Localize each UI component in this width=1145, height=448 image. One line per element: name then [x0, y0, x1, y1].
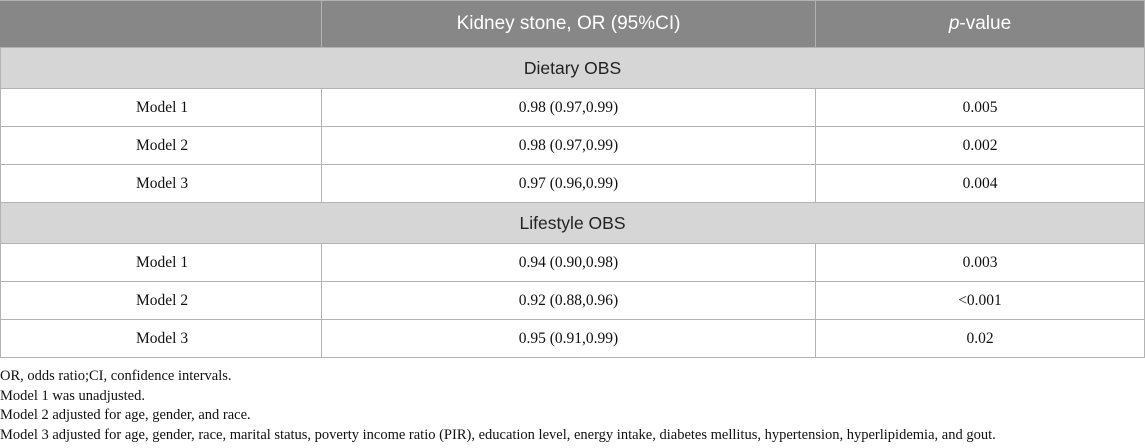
header-p-value: p-value: [815, 0, 1145, 48]
cell-p: 0.004: [815, 164, 1145, 203]
cell-model: Model 2: [0, 281, 322, 320]
table-row: Model 3 0.97 (0.96,0.99) 0.004: [0, 164, 1145, 203]
header-odds-ratio: Kidney stone, OR (95%CI): [321, 0, 816, 48]
cell-p: 0.02: [815, 319, 1145, 358]
cell-model: Model 1: [0, 88, 322, 127]
footnote-model-2: Model 2 adjusted for age, gender, and ra…: [0, 407, 251, 423]
footnote-model-1: Model 1 was unadjusted.: [0, 387, 145, 404]
cell-or: 0.92 (0.88,0.96): [321, 281, 816, 320]
cell-p: 0.003: [815, 243, 1145, 282]
cell-model: Model 2: [0, 126, 322, 165]
table-row: Model 3 0.95 (0.91,0.99) 0.02: [0, 319, 1145, 358]
table-row: Model 1 0.98 (0.97,0.99) 0.005: [0, 88, 1145, 127]
table-row: Model 1 0.94 (0.90,0.98) 0.003: [0, 243, 1145, 282]
cell-or: 0.97 (0.96,0.99): [321, 164, 816, 203]
cell-p: 0.002: [815, 126, 1145, 165]
header-p-italic: p: [948, 13, 960, 34]
cell-model: Model 3: [0, 319, 322, 358]
header-model: [0, 0, 322, 48]
cell-or: 0.98 (0.97,0.99): [321, 126, 816, 165]
section-row-dietary: Dietary OBS: [0, 47, 1145, 89]
section-title: Dietary OBS: [0, 47, 1145, 89]
footnote-abbreviations: OR, odds ratio;CI, confidence intervals.: [0, 368, 232, 384]
table-footnotes: OR, odds ratio;CI, confidence intervals.…: [0, 367, 996, 445]
table-row: Model 2 0.98 (0.97,0.99) 0.002: [0, 126, 1145, 165]
cell-or: 0.94 (0.90,0.98): [321, 243, 816, 282]
cell-p: 0.005: [815, 88, 1145, 127]
section-title: Lifestyle OBS: [0, 202, 1145, 244]
section-row-lifestyle: Lifestyle OBS: [0, 202, 1145, 244]
cell-p: <0.001: [815, 281, 1145, 320]
cell-or: 0.95 (0.91,0.99): [321, 319, 816, 358]
footnote-model-3: Model 3 adjusted for age, gender, race, …: [0, 426, 996, 443]
cell-model: Model 1: [0, 243, 322, 282]
cell-model: Model 3: [0, 164, 322, 203]
table-row: Model 2 0.92 (0.88,0.96) <0.001: [0, 281, 1145, 320]
table-header-row: Kidney stone, OR (95%CI) p-value: [0, 0, 1145, 48]
results-table: Kidney stone, OR (95%CI) p-value Dietary…: [0, 0, 1145, 358]
cell-or: 0.98 (0.97,0.99): [321, 88, 816, 127]
header-p-suffix: -value: [959, 13, 1012, 34]
